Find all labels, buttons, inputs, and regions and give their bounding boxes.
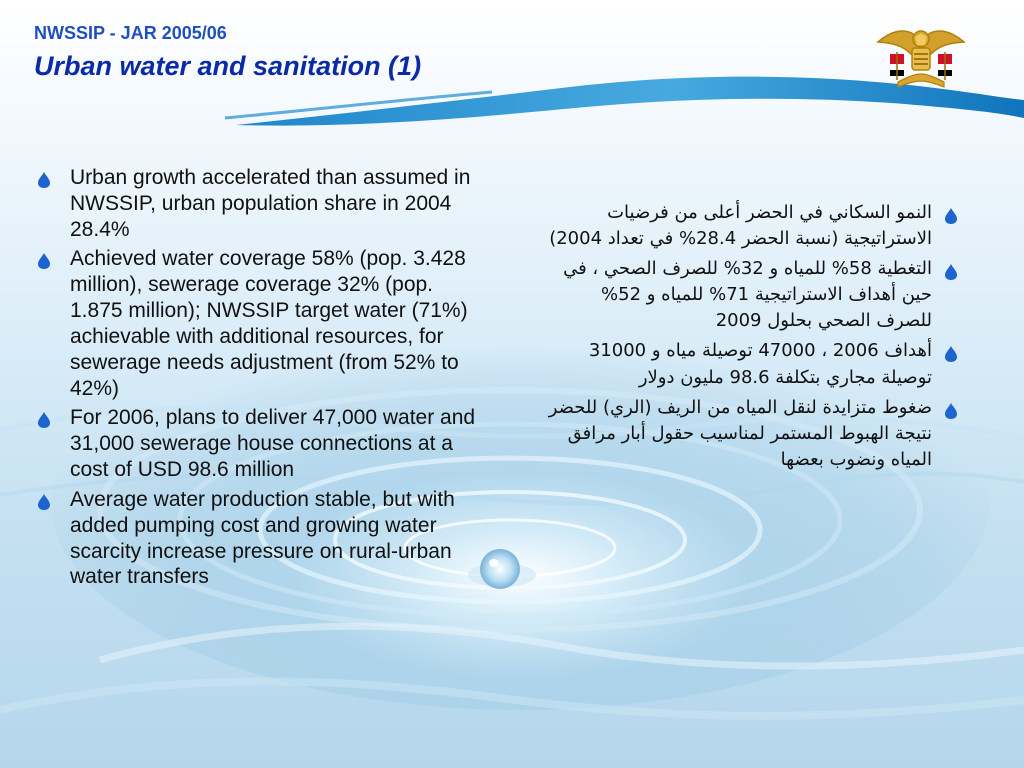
bullet-text: التغطية 58% للمياه و 32% للصرف الصحي ، ف… <box>563 258 932 332</box>
bullet-text: For 2006, plans to deliver 47,000 water … <box>70 406 476 482</box>
water-drop <box>480 549 520 589</box>
water-drop-bullet-icon <box>945 208 957 224</box>
water-glow <box>50 290 990 710</box>
slide-subtitle: NWSSIP - JAR 2005/06 <box>34 23 227 43</box>
header-wave <box>236 76 1024 126</box>
water-drop-bullet-icon <box>38 412 50 429</box>
bullet-text: النمو السكاني في الحضر أعلى من فرضيات ال… <box>549 202 932 250</box>
arabic-bullet-list: النمو السكاني في الحضر أعلى من فرضيات ال… <box>540 200 960 473</box>
yemen-emblem-icon <box>872 24 970 96</box>
bullet-text: Achieved water coverage 58% (pop. 3.428 … <box>70 247 468 400</box>
bullet-text: Urban growth accelerated than assumed in… <box>70 166 471 241</box>
slide-title: Urban water and sanitation (1) <box>34 51 422 81</box>
water-drop-bullet-icon <box>945 402 957 419</box>
arabic-bullet-item-coverage: التغطية 58% للمياه و 32% للصرف الصحي ، ف… <box>540 256 960 334</box>
bullet-item-water-coverage: Achieved water coverage 58% (pop. 3.428 … <box>30 246 480 401</box>
right-content-column: النمو السكاني في الحضر أعلى من فرضيات ال… <box>540 200 960 477</box>
water-drop-bullet-icon <box>38 493 50 510</box>
bullet-text: أهداف 2006 ، 47000 توصيلة مياه و 31000 ت… <box>588 340 932 388</box>
water-drop-bullet-icon <box>945 264 957 281</box>
slide-header: NWSSIP - JAR 2005/06 Urban water and san… <box>34 24 794 81</box>
water-drop-bullet-icon <box>38 172 50 188</box>
water-drop-bullet-icon <box>38 253 50 270</box>
english-bullet-list: Urban growth accelerated than assumed in… <box>30 165 480 590</box>
bullet-item-urban-growth: Urban growth accelerated than assumed in… <box>30 165 480 242</box>
bullet-item-water-production: Average water production stable, but wit… <box>30 487 480 590</box>
bullet-item-2006-plan: For 2006, plans to deliver 47,000 water … <box>30 405 480 482</box>
arabic-bullet-item-urban-growth: النمو السكاني في الحضر أعلى من فرضيات ال… <box>540 200 960 252</box>
water-drop-bullet-icon <box>945 346 957 363</box>
arabic-bullet-item-2006-goals: أهداف 2006 ، 47000 توصيلة مياه و 31000 ت… <box>540 338 960 390</box>
left-content-column: Urban growth accelerated than assumed in… <box>30 165 480 594</box>
arabic-bullet-item-pressure: ضغوط متزايدة لنقل المياه من الريف (الري)… <box>540 395 960 473</box>
bullet-text: ضغوط متزايدة لنقل المياه من الريف (الري)… <box>548 396 932 470</box>
bullet-text: Average water production stable, but wit… <box>70 487 455 589</box>
